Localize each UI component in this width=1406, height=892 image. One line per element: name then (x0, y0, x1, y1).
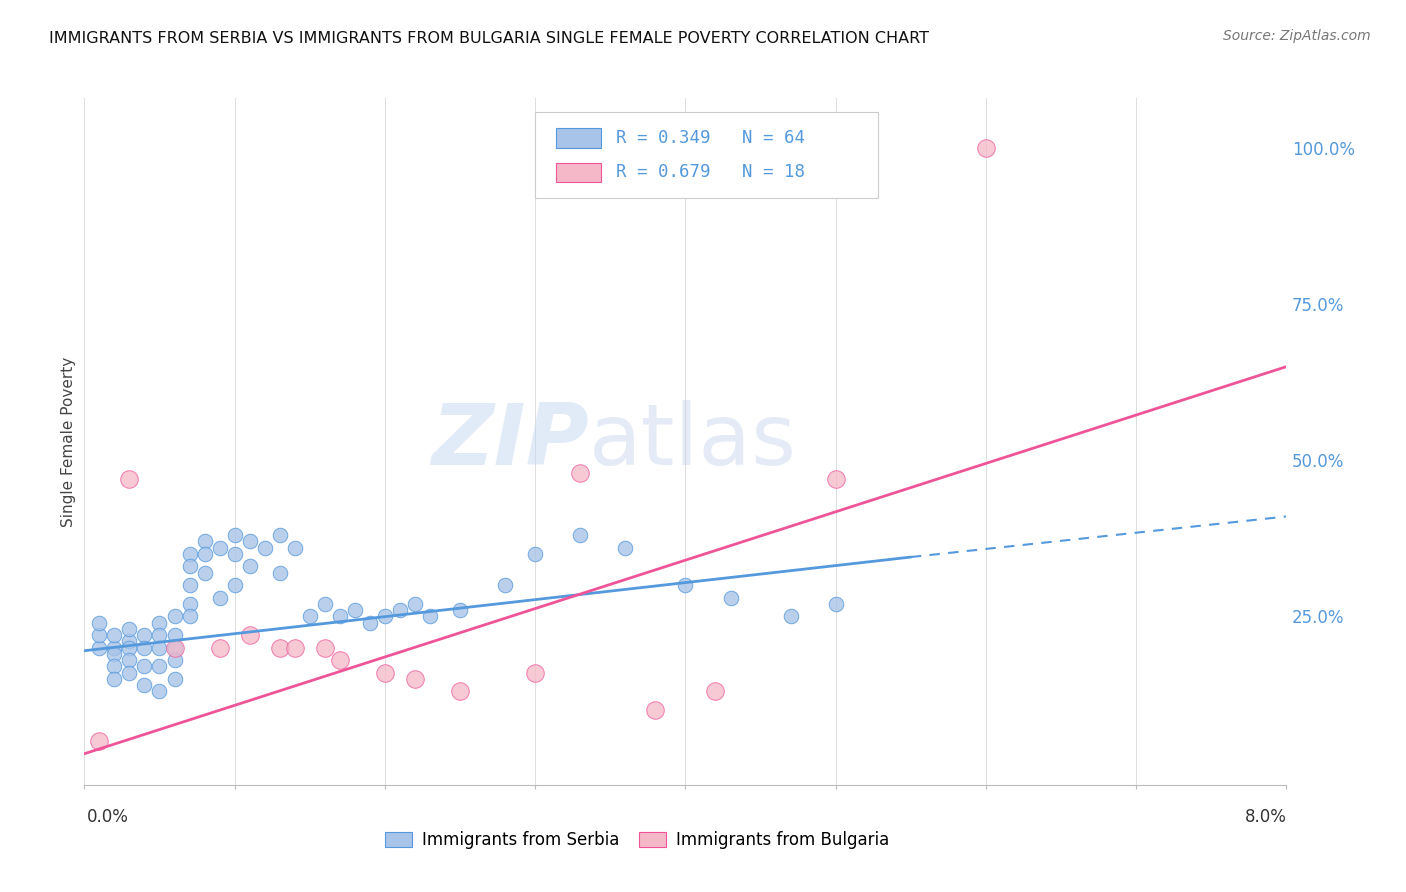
Point (148, 615, 170, 630)
Text: R = 0.679   N = 18: R = 0.679 N = 18 (616, 163, 804, 181)
Point (179, 547, 201, 561)
Point (89, 734, 111, 748)
Point (404, 597, 426, 611)
Point (118, 622, 141, 636)
Point (163, 653, 186, 667)
Point (224, 578, 246, 592)
Point (359, 615, 381, 630)
Point (974, 141, 997, 155)
Point (239, 534, 262, 549)
Point (163, 672, 186, 686)
Point (103, 647, 125, 661)
Point (704, 684, 727, 698)
Point (824, 597, 846, 611)
Point (404, 672, 426, 686)
Point (419, 609, 441, 624)
Point (179, 597, 201, 611)
Point (569, 528, 592, 542)
Point (179, 559, 201, 574)
Point (148, 628, 170, 642)
Point (779, 609, 801, 624)
Text: IMMIGRANTS FROM SERBIA VS IMMIGRANTS FROM BULGARIA SINGLE FEMALE POVERTY CORRELA: IMMIGRANTS FROM SERBIA VS IMMIGRANTS FRO… (49, 31, 929, 46)
Text: R = 0.349   N = 64: R = 0.349 N = 64 (616, 129, 804, 147)
Point (314, 597, 336, 611)
Point (644, 703, 666, 717)
Point (194, 566, 217, 580)
Point (134, 640, 156, 655)
Point (824, 472, 846, 486)
FancyBboxPatch shape (536, 112, 877, 198)
Point (163, 628, 186, 642)
Point (103, 628, 125, 642)
Point (89, 628, 111, 642)
Point (224, 528, 246, 542)
Point (298, 609, 321, 624)
Point (148, 684, 170, 698)
Point (208, 541, 231, 555)
Point (253, 541, 276, 555)
Point (148, 640, 170, 655)
Point (720, 591, 742, 605)
Point (163, 609, 186, 624)
Point (524, 665, 547, 680)
Point (179, 609, 201, 624)
Point (148, 659, 170, 673)
Point (103, 672, 125, 686)
Point (388, 603, 411, 617)
Point (374, 609, 396, 624)
Point (329, 653, 352, 667)
Point (614, 541, 637, 555)
Point (89, 615, 111, 630)
Text: ZIP: ZIP (432, 400, 589, 483)
Point (134, 678, 156, 692)
Point (118, 634, 141, 648)
Point (494, 578, 516, 592)
Point (89, 640, 111, 655)
Point (284, 541, 307, 555)
Point (134, 628, 156, 642)
Text: 0.0%: 0.0% (87, 808, 129, 826)
Legend: Immigrants from Serbia, Immigrants from Bulgaria: Immigrants from Serbia, Immigrants from … (378, 824, 896, 855)
Point (343, 603, 366, 617)
Bar (555, 128, 602, 147)
Text: 8.0%: 8.0% (1244, 808, 1286, 826)
Point (269, 528, 291, 542)
Point (329, 609, 352, 624)
Text: Source: ZipAtlas.com: Source: ZipAtlas.com (1223, 29, 1371, 44)
Bar (555, 162, 602, 182)
Point (179, 578, 201, 592)
Point (103, 659, 125, 673)
Point (269, 640, 291, 655)
Point (524, 547, 547, 561)
Point (314, 640, 336, 655)
Point (118, 640, 141, 655)
Point (163, 640, 186, 655)
Point (449, 684, 471, 698)
Y-axis label: Single Female Poverty: Single Female Poverty (60, 357, 76, 526)
Point (208, 591, 231, 605)
Point (134, 659, 156, 673)
Point (569, 466, 592, 480)
Point (374, 665, 396, 680)
Point (239, 628, 262, 642)
Point (449, 603, 471, 617)
Point (208, 640, 231, 655)
Point (163, 640, 186, 655)
Point (224, 547, 246, 561)
Point (194, 547, 217, 561)
Point (194, 534, 217, 549)
Point (239, 559, 262, 574)
Point (269, 566, 291, 580)
Point (103, 640, 125, 655)
Point (118, 472, 141, 486)
Point (284, 640, 307, 655)
Point (118, 665, 141, 680)
Point (675, 578, 697, 592)
Text: atlas: atlas (589, 400, 797, 483)
Point (118, 653, 141, 667)
